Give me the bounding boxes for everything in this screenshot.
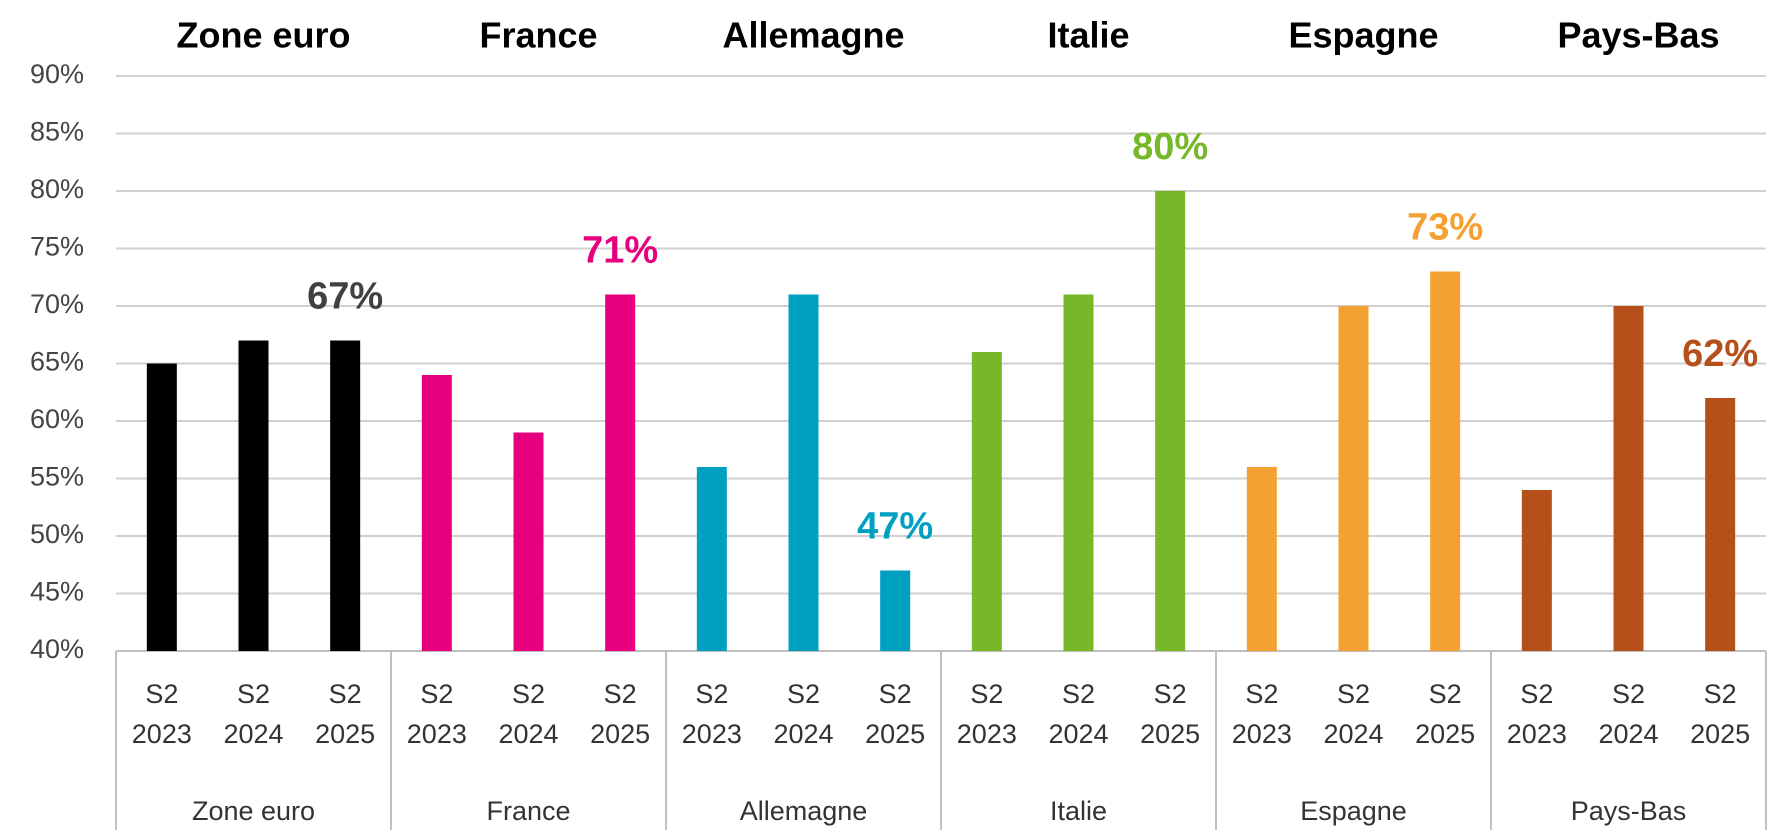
data-label: 47% [857, 506, 933, 548]
y-tick-label: 80% [30, 174, 84, 204]
x-tick-label: S2 2023 [406, 679, 467, 749]
bar [696, 467, 727, 651]
bar [1338, 306, 1369, 651]
y-tick-label: 45% [30, 577, 84, 607]
bar [330, 340, 361, 651]
x-tick-label: S2 2024 [498, 679, 559, 749]
x-tick-label: S2 2023 [956, 679, 1017, 749]
bar [146, 363, 177, 651]
bar [605, 294, 636, 651]
x-tick-label: S2 2024 [773, 679, 834, 749]
y-tick-label: 60% [30, 404, 84, 434]
data-label: 71% [582, 230, 658, 272]
x-tick-label: S2 2025 [590, 679, 651, 749]
x-tick-label: S2 2023 [681, 679, 742, 749]
x-tick-label: S2 2025 [1415, 679, 1476, 749]
group-label: Italie [1050, 796, 1107, 826]
x-tick-label: S2 2025 [865, 679, 926, 749]
x-tick-label: S2 2023 [1231, 679, 1292, 749]
group-label: Pays-Bas [1571, 796, 1687, 826]
y-tick-label: 70% [30, 289, 84, 319]
bar [971, 352, 1002, 651]
y-tick-label: 55% [30, 462, 84, 492]
x-tick-label: S2 2023 [1506, 679, 1567, 749]
y-tick-label: 40% [30, 634, 84, 664]
x-tick-label: S2 2024 [1323, 679, 1384, 749]
bar [1246, 467, 1277, 651]
group-label: Espagne [1300, 796, 1407, 826]
group-label: Zone euro [192, 796, 315, 826]
bar [1430, 271, 1461, 651]
x-tick-label: S2 2025 [1140, 679, 1201, 749]
bar [1613, 306, 1644, 651]
bar [880, 570, 911, 651]
y-tick-label: 65% [30, 347, 84, 377]
data-label: 73% [1407, 207, 1483, 249]
y-tick-label: 75% [30, 232, 84, 262]
x-tick-label: S2 2025 [315, 679, 376, 749]
x-tick-label: S2 2023 [131, 679, 192, 749]
group-label: France [486, 796, 570, 826]
bar [1705, 398, 1736, 651]
y-tick-label: 50% [30, 519, 84, 549]
group-title: Pays-Bas [1557, 15, 1719, 56]
bar [788, 294, 819, 651]
group-title: Italie [1047, 15, 1129, 56]
x-tick-label: S2 2024 [1598, 679, 1659, 749]
bar [1155, 191, 1186, 651]
bar [513, 432, 544, 651]
x-tick-label: S2 2025 [1690, 679, 1751, 749]
bar [1063, 294, 1094, 651]
group-title: Allemagne [722, 15, 904, 56]
data-label: 80% [1132, 126, 1208, 168]
bar [238, 340, 269, 651]
y-tick-label: 85% [30, 117, 84, 147]
x-tick-label: S2 2024 [223, 679, 284, 749]
group-title: Espagne [1288, 15, 1438, 56]
x-tick-label: S2 2024 [1048, 679, 1109, 749]
data-label: 67% [307, 276, 383, 318]
bar [1521, 490, 1552, 651]
group-title: Zone euro [176, 15, 350, 56]
bar [421, 375, 452, 651]
y-tick-label: 90% [30, 59, 84, 89]
group-title: France [479, 15, 597, 56]
data-label: 62% [1682, 333, 1758, 375]
group-label: Allemagne [740, 796, 868, 826]
